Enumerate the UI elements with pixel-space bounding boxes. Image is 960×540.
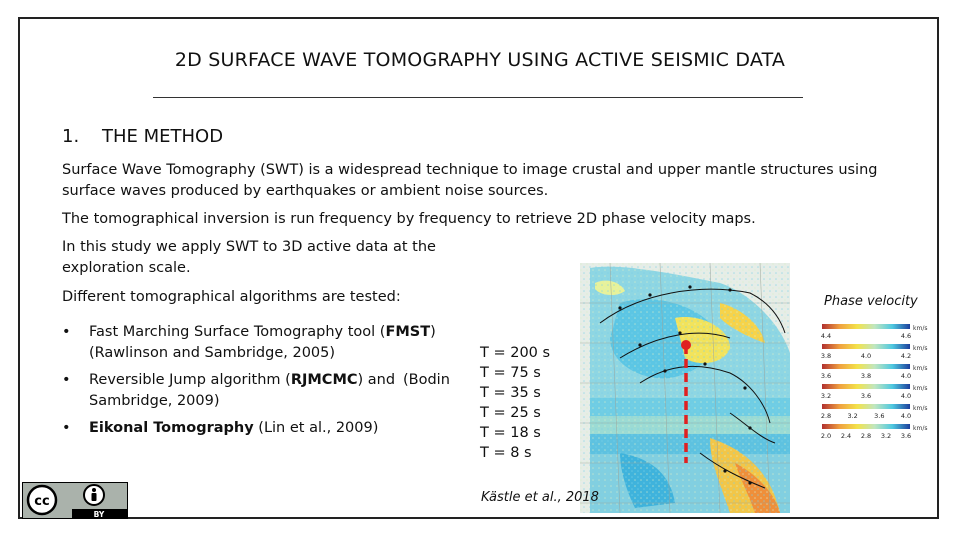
colorbar-tick-label: 3.6	[821, 372, 831, 380]
cc-logo-icon	[26, 484, 58, 516]
colorbar-tick-label: 2.8	[821, 412, 831, 420]
colorbar-tick-label: 4.0	[861, 352, 871, 360]
algorithm-name: FMST	[385, 324, 431, 340]
colorbar-tick-label: 4.0	[901, 392, 911, 400]
colorbar-unit: km/s	[913, 405, 927, 412]
colorbar	[822, 344, 910, 349]
colorbar-unit: km/s	[913, 325, 927, 332]
colorbar-tick-label: 3.2	[821, 392, 831, 400]
colorbar-tick-label: 3.8	[861, 372, 871, 380]
period-label: T = 35 s	[480, 385, 541, 401]
period-label: T = 200 s	[480, 345, 551, 361]
colorbar-unit: km/s	[913, 365, 927, 372]
colorbar	[822, 364, 910, 369]
colorbar-tick-label: 4.4	[821, 332, 831, 340]
colorbar-tick-label: 2.8	[861, 432, 871, 440]
colorbar	[822, 324, 910, 329]
list-item: • Eikonal Tomography (Lin et al., 2009)	[62, 418, 462, 439]
cc-symbol: cc	[34, 494, 49, 509]
colorbar-tick-label: 3.6	[874, 412, 884, 420]
colorbar-tick-label: 3.2	[881, 432, 891, 440]
colorbar-tick-label: 4.6	[901, 332, 911, 340]
colorbar-tick-label: 4.2	[901, 352, 911, 360]
colorbar-tick-label: 4.0	[901, 372, 911, 380]
colorbar-tick-label: 3.6	[901, 432, 911, 440]
person-icon	[83, 484, 105, 506]
period-label: T = 18 s	[480, 425, 541, 441]
bullet-icon: •	[62, 420, 71, 436]
colorbar-tick-label: 3.6	[861, 392, 871, 400]
reference-fragment: (Bodin	[403, 372, 450, 388]
colorbar-unit: km/s	[913, 385, 927, 392]
colorbar	[822, 424, 910, 429]
section-heading: 1. THE METHOD	[62, 126, 223, 147]
colorbar-unit: km/s	[913, 425, 927, 432]
slide-frame	[18, 17, 939, 519]
algorithm-name: Eikonal Tomography	[89, 420, 254, 436]
section-number: 1.	[62, 126, 80, 147]
period-labels: T = 200 s T = 75 s T = 35 s T = 25 s T =…	[480, 343, 550, 463]
inversion-paragraph: The tomographical inversion is run frequ…	[62, 211, 756, 227]
list-item: • Fast Marching Surface Tomography tool …	[62, 324, 436, 361]
bullet-icon: •	[62, 324, 71, 340]
bullet-icon: •	[62, 372, 71, 388]
colorbar	[822, 404, 910, 409]
study-paragraph: In this study we apply SWT to 3D active …	[62, 239, 436, 276]
velocity-colorbars: km/s4.4 4.6km/s3.8 4.0 4.2km/s3.6 3.8 4.0km/s…	[821, 324, 927, 440]
colorbar-tick-label: 2.4	[841, 432, 851, 440]
title-underline	[153, 97, 803, 98]
slide-title: 2D SURFACE WAVE TOMOGRAPHY USING ACTIVE …	[174, 49, 786, 71]
algorithm-name: RJMCMC	[290, 372, 358, 388]
period-label: T = 25 s	[480, 405, 541, 421]
algorithm-list: • Fast Marching Surface Tomography tool …	[62, 322, 462, 445]
colorbar-unit: km/s	[913, 345, 927, 352]
colorbar-tick-label: 2.0	[821, 432, 831, 440]
list-item: • Reversible Jump algorithm (RJMCMC) and…	[62, 372, 450, 409]
colorbar-tick-label: 4.0	[901, 412, 911, 420]
algorithms-intro: Different tomographical algorithms are t…	[62, 289, 401, 305]
intro-paragraph: Surface Wave Tomography (SWT) is a wides…	[62, 162, 878, 199]
cc-by-license-badge: cc BY	[22, 482, 128, 519]
figure-citation: Kästle et al., 2018	[481, 490, 599, 505]
phase-velocity-label: Phase velocity	[824, 294, 918, 309]
colorbar	[822, 384, 910, 389]
phase-velocity-map	[580, 263, 790, 513]
colorbar-tick-label: 3.8	[821, 352, 831, 360]
period-label: T = 75 s	[480, 365, 541, 381]
colorbar-tick-label: 3.2	[847, 412, 857, 420]
section-title: THE METHOD	[102, 126, 224, 147]
by-label: BY	[94, 510, 105, 519]
period-label: T = 8 s	[480, 445, 532, 461]
